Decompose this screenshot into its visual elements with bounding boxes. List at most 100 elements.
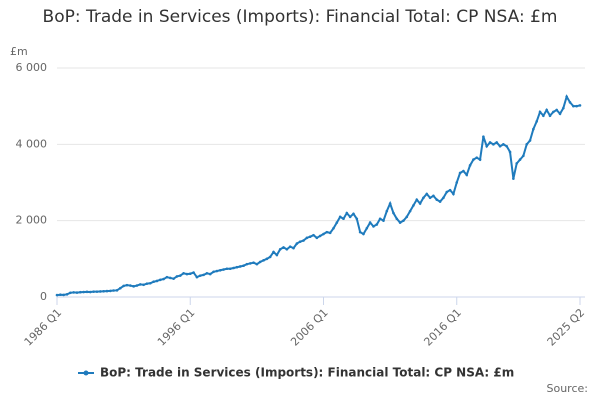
data-point: [288, 245, 292, 248]
chart-title: BoP: Trade in Services (Imports): Financ…: [42, 7, 558, 27]
data-point: [548, 114, 552, 118]
data-point: [242, 264, 245, 268]
data-point: [95, 290, 99, 293]
data-point: [195, 275, 199, 279]
data-point: [435, 198, 439, 201]
data-point: [132, 285, 135, 288]
data-point: [62, 293, 65, 297]
data-point: [182, 272, 185, 275]
data-point: [192, 271, 195, 274]
data-point: [225, 267, 229, 271]
data-point: [388, 202, 392, 205]
data-point: [158, 278, 162, 282]
x-tick-label: 2006 Q1: [288, 306, 331, 349]
data-point: [412, 204, 415, 207]
data-point: [465, 173, 469, 177]
data-point: [512, 177, 515, 180]
y-tick-label: 0: [40, 290, 47, 303]
data-point: [572, 104, 575, 108]
data-point: [72, 291, 75, 294]
data-point: [315, 236, 319, 240]
y-axis-unit: £m: [10, 45, 28, 58]
y-tick-label: 2 000: [16, 214, 48, 227]
data-point: [99, 290, 102, 293]
data-point: [358, 230, 362, 234]
data-point: [495, 141, 499, 144]
data-point: [218, 268, 222, 272]
data-point: [438, 200, 442, 203]
data-point: [432, 194, 435, 198]
x-tick-label: 1996 Q1: [155, 306, 198, 349]
data-point: [545, 108, 548, 112]
data-point: [418, 202, 422, 205]
data-point: [362, 232, 365, 236]
data-point: [488, 141, 492, 144]
data-point: [228, 267, 232, 271]
data-point: [405, 215, 409, 219]
data-point: [575, 104, 578, 108]
data-point: [458, 171, 462, 175]
data-point: [535, 120, 538, 123]
x-tick-label: 2025 Q2: [545, 306, 588, 349]
data-point: [122, 284, 125, 288]
data-point: [308, 235, 312, 238]
data-point: [542, 114, 545, 118]
data-point: [178, 274, 182, 277]
data-point: [325, 230, 329, 234]
data-point: [328, 231, 332, 235]
data-point: [305, 236, 309, 240]
data-point: [348, 215, 352, 219]
data-point: [322, 232, 325, 236]
y-tick-label: 4 000: [16, 137, 48, 150]
data-point: [215, 269, 219, 273]
data-point: [135, 284, 139, 287]
data-point: [285, 247, 289, 251]
data-point: [462, 169, 465, 173]
data-point: [262, 259, 265, 262]
data-point: [235, 265, 239, 269]
data-point: [128, 284, 132, 287]
data-point: [452, 192, 455, 196]
data-point: [558, 112, 562, 116]
data-point: [75, 291, 79, 294]
data-point: [442, 196, 445, 200]
data-point: [105, 289, 109, 293]
data-point: [222, 268, 225, 271]
data-point: [85, 290, 89, 294]
data-point: [318, 234, 322, 238]
data-point: [108, 289, 112, 293]
legend-label: BoP: Trade in Services (Imports): Financ…: [100, 366, 514, 380]
data-point: [292, 246, 295, 250]
data-point: [562, 106, 565, 110]
data-point: [82, 290, 85, 294]
data-point: [532, 127, 535, 131]
data-point: [278, 247, 282, 251]
data-point: [468, 164, 472, 167]
data-point: [555, 108, 558, 112]
data-point: [69, 291, 72, 295]
data-point: [238, 265, 242, 268]
data-point: [162, 277, 165, 281]
data-point: [155, 279, 159, 283]
x-tick-label: 1986 Q1: [22, 306, 65, 349]
data-point: [515, 162, 519, 165]
data-point: [138, 283, 142, 286]
y-tick-label: 6 000: [16, 61, 48, 74]
data-point: [125, 283, 129, 287]
data-point: [492, 143, 495, 146]
data-point: [382, 219, 385, 222]
data-point: [175, 275, 179, 278]
data-point: [198, 274, 202, 277]
source: Source:: [547, 382, 589, 395]
data-point: [402, 219, 405, 222]
data-point: [165, 275, 169, 279]
data-point: [485, 144, 489, 148]
data-point: [212, 270, 215, 274]
data-point: [528, 139, 532, 142]
x-tick-label: 2016 Q1: [421, 306, 464, 349]
data-point: [398, 221, 402, 224]
data-point: [568, 101, 572, 104]
data-point: [372, 225, 375, 228]
data-point: [472, 158, 475, 161]
data-point: [525, 143, 529, 146]
